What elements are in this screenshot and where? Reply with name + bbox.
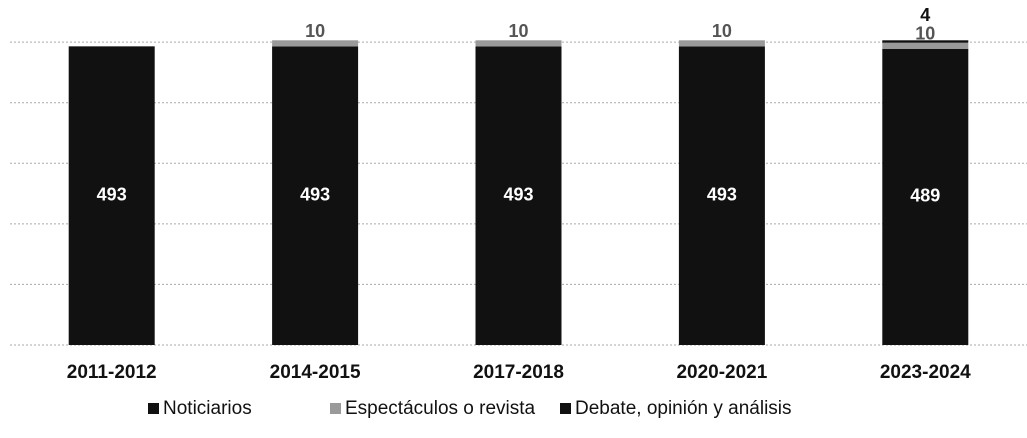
- bar-segment: [272, 40, 359, 47]
- legend-label: Noticiarios: [163, 398, 252, 419]
- x-tick-label: 2014-2015: [270, 362, 361, 383]
- data-label: 493: [503, 184, 533, 204]
- legend-label: Debate, opinión y análisis: [575, 398, 792, 419]
- bar-segment: [475, 46, 562, 345]
- data-label: 489: [910, 186, 940, 206]
- data-label: 10: [305, 21, 325, 41]
- bar-segment: [678, 46, 765, 345]
- bar-segment: [882, 48, 969, 346]
- bar-segment: [272, 46, 359, 345]
- bar-segment: [882, 40, 969, 43]
- bar-segment: [882, 42, 969, 49]
- x-tick-label: 2023-2024: [880, 362, 971, 383]
- bar-segment: [475, 40, 562, 47]
- data-label: 10: [508, 21, 528, 41]
- legend-swatch: [148, 403, 159, 414]
- x-tick-label: 2011-2012: [67, 362, 157, 383]
- data-label: 10: [712, 21, 732, 41]
- legend-swatch: [330, 403, 341, 414]
- data-label: 10: [915, 23, 935, 43]
- bar-segment: [68, 46, 155, 345]
- data-label: 493: [707, 184, 737, 204]
- x-tick-label: 2017-2018: [473, 362, 564, 383]
- x-tick-label: 2020-2021: [676, 362, 767, 383]
- legend-swatch: [560, 403, 571, 414]
- data-label: 493: [300, 184, 330, 204]
- data-label: 4: [920, 5, 930, 25]
- bar-segment: [678, 40, 765, 47]
- legend-label: Espectáculos o revista: [345, 398, 536, 419]
- data-label: 493: [97, 184, 127, 204]
